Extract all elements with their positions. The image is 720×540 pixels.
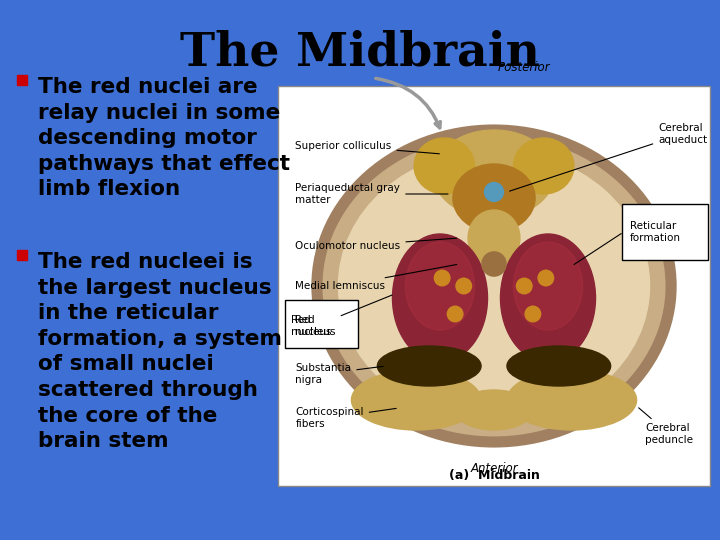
Ellipse shape [513, 242, 582, 330]
Ellipse shape [392, 234, 487, 362]
Text: Red
nucleus: Red nucleus [295, 295, 392, 337]
FancyBboxPatch shape [278, 86, 710, 486]
Ellipse shape [468, 210, 520, 266]
Ellipse shape [414, 138, 474, 194]
Text: Cerebral
peduncle: Cerebral peduncle [639, 408, 693, 445]
Circle shape [447, 306, 463, 322]
Ellipse shape [500, 234, 595, 362]
Ellipse shape [377, 346, 481, 386]
Text: Superior colliculus: Superior colliculus [295, 141, 439, 154]
Text: Red
nucleus: Red nucleus [291, 315, 331, 337]
Text: The red nucleei is
the largest nucleus
in the reticular
formation, a system
of s: The red nucleei is the largest nucleus i… [38, 252, 282, 451]
Text: Corticospinal
fibers: Corticospinal fibers [295, 407, 396, 429]
Text: Posterior: Posterior [498, 61, 551, 74]
FancyBboxPatch shape [621, 204, 708, 260]
Text: Periaqueductal gray
matter: Periaqueductal gray matter [295, 183, 448, 205]
Text: Substantia
nigra: Substantia nigra [295, 363, 383, 385]
Text: Anterior: Anterior [470, 462, 518, 475]
Text: Medial lemniscus: Medial lemniscus [295, 265, 456, 291]
Text: Reticular
formation: Reticular formation [630, 221, 681, 243]
Ellipse shape [338, 150, 649, 422]
Circle shape [538, 270, 554, 286]
Circle shape [485, 183, 503, 201]
FancyBboxPatch shape [284, 300, 358, 348]
Circle shape [456, 278, 472, 294]
Text: (a)  Midbrain: (a) Midbrain [449, 469, 539, 482]
Circle shape [434, 270, 450, 286]
Ellipse shape [507, 346, 611, 386]
Ellipse shape [433, 130, 554, 218]
Ellipse shape [317, 130, 671, 442]
Text: The red nuclei are
relay nuclei in some
descending motor
pathways that effect
li: The red nuclei are relay nuclei in some … [38, 77, 290, 199]
Ellipse shape [507, 370, 636, 430]
Circle shape [525, 306, 541, 322]
Ellipse shape [513, 138, 574, 194]
Circle shape [516, 278, 532, 294]
Ellipse shape [453, 164, 535, 232]
Text: Oculomotor nucleus: Oculomotor nucleus [295, 238, 456, 251]
Ellipse shape [405, 242, 474, 330]
Text: Cerebral
aqueduct: Cerebral aqueduct [510, 123, 707, 191]
Ellipse shape [455, 390, 533, 430]
Ellipse shape [351, 370, 481, 430]
Text: The Midbrain: The Midbrain [180, 30, 540, 76]
Circle shape [482, 252, 506, 276]
